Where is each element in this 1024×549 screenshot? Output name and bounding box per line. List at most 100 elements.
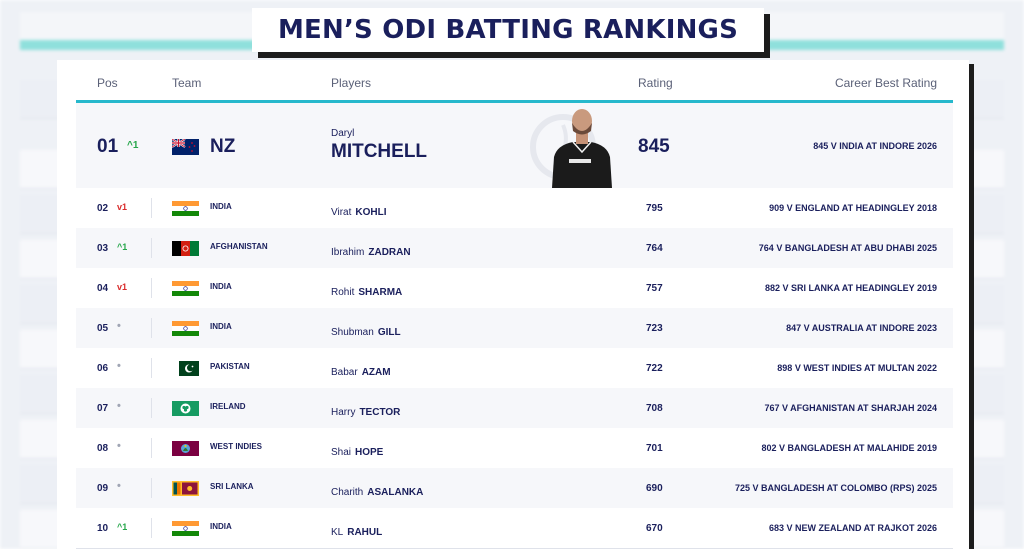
rank-position: 08	[97, 443, 109, 454]
rank-position: 03	[97, 243, 109, 254]
table-row[interactable]: 05 • INDIA Shubman GILL 723 847 V AUSTRAL…	[76, 308, 953, 349]
team-name: INDIA	[210, 322, 232, 331]
rank-change-up: ^1	[127, 140, 139, 151]
player-name[interactable]: Virat KOHLI	[331, 207, 387, 218]
rank-position: 06	[97, 363, 109, 374]
divider	[151, 318, 152, 338]
page-title: MEN’S ODI BATTING RANKINGS	[277, 15, 739, 45]
rank-change-down: v1	[117, 282, 128, 292]
player-name[interactable]: Shai HOPE	[331, 447, 384, 458]
player-name[interactable]: Charith ASALANKA	[331, 487, 424, 498]
india-flag-icon	[172, 281, 199, 296]
rank-unchanged-dot: •	[117, 480, 121, 492]
divider	[151, 358, 152, 378]
rankings-table: Pos Team Players Rating Career Best Rati…	[57, 60, 969, 549]
table-row[interactable]: 08 • WEST INDIES Shai HOPE 701 802 V BANG…	[76, 428, 953, 469]
career-best-rating: 845 V INDIA AT INDORE 2026	[813, 141, 937, 151]
rank-position: 10	[97, 523, 109, 534]
rank-unchanged-dot: •	[117, 400, 121, 412]
team-name: WEST INDIES	[210, 442, 263, 451]
table-row[interactable]: 10 ^1 INDIA KL RAHUL 670 683 V NEW ZEALAN…	[76, 508, 953, 549]
player-rating: 723	[646, 323, 663, 334]
player-rating: 701	[646, 443, 663, 454]
player-rating: 690	[646, 483, 663, 494]
player-name[interactable]: Harry TECTOR	[331, 407, 401, 418]
pakistan-flag-icon	[172, 361, 199, 376]
top-ranked-row[interactable]: 01 ^1 NZ Daryl MITCHELL 845 845 V IND	[76, 103, 953, 189]
career-best-rating: 764 V BANGLADESH AT ABU DHABI 2025	[758, 243, 937, 253]
player-photo	[530, 109, 612, 188]
career-best-rating: 802 V BANGLADESH AT MALAHIDE 2019	[761, 443, 937, 453]
india-flag-icon	[172, 521, 199, 536]
india-flag-icon	[172, 321, 199, 336]
divider	[151, 518, 152, 538]
divider	[151, 278, 152, 298]
player-rating: 708	[646, 403, 663, 414]
player-name[interactable]: Ibrahim ZADRAN	[331, 247, 411, 258]
table-row[interactable]: 02 v1 INDIA Virat KOHLI 795 909 V ENGLAND…	[76, 188, 953, 229]
rank-position: 09	[97, 483, 109, 494]
career-best-rating: 683 V NEW ZEALAND AT RAJKOT 2026	[768, 523, 937, 533]
table-header: Pos Team Players Rating Career Best Rati…	[76, 60, 953, 103]
table-row[interactable]: 03 ^1 AFGHANISTAN Ibrahim ZADRAN 764 764 …	[76, 228, 953, 269]
team-name: AFGHANISTAN	[210, 242, 268, 251]
west-indies-flag-icon	[172, 441, 199, 456]
afghanistan-flag-icon	[172, 241, 199, 256]
team-name: PAKISTAN	[210, 362, 250, 371]
rank-position: 07	[97, 403, 109, 414]
career-best-rating: 847 V AUSTRALIA AT INDORE 2023	[786, 323, 937, 333]
player-last-name[interactable]: MITCHELL	[331, 141, 428, 162]
player-rating: 757	[646, 283, 663, 294]
player-first-name: Daryl	[331, 128, 355, 139]
title-banner: MEN’S ODI BATTING RANKINGS	[252, 8, 764, 52]
player-rating: 722	[646, 363, 663, 374]
rank-position: 01	[97, 136, 119, 157]
career-best-rating: 767 V AFGHANISTAN AT SHARJAH 2024	[764, 403, 937, 413]
new-zealand-flag-icon	[172, 139, 199, 155]
table-row[interactable]: 09 • SRI LANKA Charith ASALANKA 690 725 V…	[76, 468, 953, 509]
player-name[interactable]: KL RAHUL	[331, 527, 383, 538]
rank-change-down: v1	[117, 202, 128, 212]
column-header-pos[interactable]: Pos	[97, 76, 118, 90]
rank-change-up: ^1	[117, 242, 128, 252]
player-name[interactable]: Shubman GILL	[331, 327, 401, 338]
player-rating: 845	[638, 136, 670, 157]
career-best-rating: 909 V ENGLAND AT HEADINGLEY 2018	[769, 203, 937, 213]
rank-unchanged-dot: •	[117, 360, 121, 372]
team-name: INDIA	[210, 202, 232, 211]
rank-position: 02	[97, 203, 109, 214]
player-name[interactable]: Babar AZAM	[331, 367, 391, 378]
divider	[151, 398, 152, 418]
team-name: IRELAND	[210, 402, 246, 411]
team-name: NZ	[210, 136, 236, 157]
india-flag-icon	[172, 201, 199, 216]
table-row[interactable]: 04 v1 INDIA Rohit SHARMA 757 882 V SRI LA…	[76, 268, 953, 309]
team-name: INDIA	[210, 282, 232, 291]
rank-change-up: ^1	[117, 522, 128, 532]
sri-lanka-flag-icon	[172, 481, 199, 496]
team-name: SRI LANKA	[210, 482, 254, 491]
ireland-flag-icon	[172, 401, 199, 416]
column-header-team[interactable]: Team	[172, 76, 202, 90]
column-header-rating[interactable]: Rating	[638, 76, 673, 90]
column-header-players[interactable]: Players	[331, 76, 372, 90]
career-best-rating: 898 V WEST INDIES AT MULTAN 2022	[777, 363, 937, 373]
rank-position: 05	[97, 323, 109, 334]
player-name[interactable]: Rohit SHARMA	[331, 287, 403, 298]
player-rating: 670	[646, 523, 663, 534]
rank-unchanged-dot: •	[117, 320, 121, 332]
divider	[151, 438, 152, 458]
team-name: INDIA	[210, 522, 232, 531]
player-rating: 764	[646, 243, 663, 254]
table-row[interactable]: 07 • IRELAND Harry TECTOR 708 767 V AFGHA…	[76, 388, 953, 429]
career-best-rating: 882 V SRI LANKA AT HEADINGLEY 2019	[764, 283, 937, 293]
divider	[151, 198, 152, 218]
divider	[151, 478, 152, 498]
player-rating: 795	[646, 203, 663, 214]
rank-unchanged-dot: •	[117, 440, 121, 452]
column-header-career-best[interactable]: Career Best Rating	[834, 76, 937, 90]
divider	[151, 238, 152, 258]
table-row[interactable]: 06 • PAKISTAN Babar AZAM 722 898 V WEST I…	[76, 348, 953, 389]
career-best-rating: 725 V BANGLADESH AT COLOMBO (RPS) 2025	[734, 483, 937, 493]
rank-position: 04	[97, 283, 109, 294]
